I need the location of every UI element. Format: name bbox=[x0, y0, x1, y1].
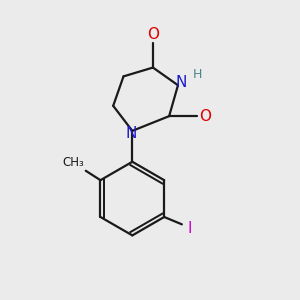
Text: N: N bbox=[175, 75, 187, 90]
Text: O: O bbox=[200, 109, 211, 124]
Text: I: I bbox=[188, 221, 192, 236]
Text: CH₃: CH₃ bbox=[62, 156, 84, 169]
Text: H: H bbox=[192, 68, 202, 81]
Text: O: O bbox=[147, 27, 159, 42]
Text: N: N bbox=[125, 126, 136, 141]
